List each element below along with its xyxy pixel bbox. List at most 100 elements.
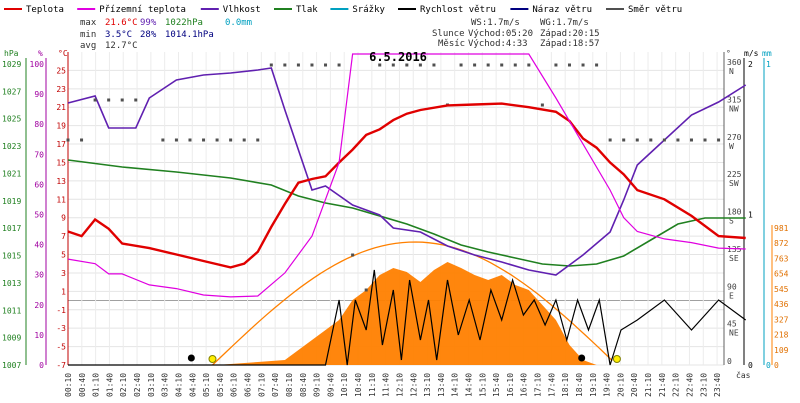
time-tick-label: 15:40 xyxy=(492,373,501,397)
time-tick-label: 23:40 xyxy=(713,373,722,397)
pressure-tick-label: 1023 xyxy=(2,142,21,151)
direction-point xyxy=(635,138,639,142)
wind-tick-label: 0 xyxy=(748,361,753,370)
time-tick-label: 06:10 xyxy=(230,373,239,397)
direction-tick-compass: E xyxy=(729,291,734,300)
pressure-line xyxy=(67,159,746,267)
pressure-tick-label: 1025 xyxy=(2,115,21,124)
time-tick-label: 15:10 xyxy=(478,373,487,397)
pressure-tick-label: 1015 xyxy=(2,252,21,261)
time-tick-label: 09:10 xyxy=(313,373,322,397)
time-tick-label: 18:10 xyxy=(561,373,570,397)
time-tick-label: 09:40 xyxy=(326,373,335,397)
direction-tick-compass: N xyxy=(729,67,734,76)
time-tick-label: 02:40 xyxy=(133,373,142,397)
time-tick-label: 00:40 xyxy=(78,373,87,397)
solar-tick-label: 327 xyxy=(774,315,789,324)
time-tick-label: 18:40 xyxy=(575,373,584,397)
sunrise-marker xyxy=(208,355,217,363)
rain-tick-label: 1 xyxy=(766,60,771,69)
direction-point xyxy=(296,63,300,67)
time-tick-label: 17:10 xyxy=(534,373,543,397)
time-tick-label: 08:40 xyxy=(299,373,308,397)
solar-tick-label: 654 xyxy=(774,270,789,279)
pressure-tick-label: 1011 xyxy=(2,306,21,315)
direction-point xyxy=(567,63,571,67)
direction-tick-label: 45 xyxy=(727,320,737,329)
direction-tick-compass: SE xyxy=(729,254,739,263)
pressure-tick-label: 1019 xyxy=(2,197,21,206)
time-tick-label: 17:40 xyxy=(547,373,556,397)
time-tick-label: 00:10 xyxy=(64,373,73,397)
direction-point xyxy=(473,63,477,67)
temp-tick-label: 7 xyxy=(61,232,66,241)
direction-point xyxy=(649,138,653,142)
direction-tick-label: 135 xyxy=(727,245,742,254)
direction-point xyxy=(337,63,341,67)
stats-min-hum: 28% xyxy=(140,30,157,40)
temp-tick-label: -5 xyxy=(56,343,66,352)
x-axis-label: čas xyxy=(736,370,751,380)
temp-tick-label: 25 xyxy=(56,66,66,75)
temp-tick-label: 1 xyxy=(61,287,66,296)
humidity-tick-label: 20 xyxy=(34,301,44,310)
direction-point xyxy=(500,63,504,67)
direction-point xyxy=(689,138,693,142)
legend-label: Přízemní teplota xyxy=(99,5,186,15)
solar-tick-label: 218 xyxy=(774,331,789,340)
direction-point xyxy=(717,138,721,142)
direction-point xyxy=(432,63,436,67)
stats-avg-label: avg xyxy=(80,41,96,51)
time-tick-label: 10:10 xyxy=(340,373,349,397)
humidity-tick-label: 30 xyxy=(34,271,44,280)
moon-label: Měsíc xyxy=(438,39,465,49)
direction-point xyxy=(310,63,314,67)
direction-point xyxy=(540,103,544,107)
direction-tick-label: 225 xyxy=(727,170,742,179)
direction-tick-compass: W xyxy=(729,142,734,151)
temp-tick-label: 19 xyxy=(56,122,66,131)
solar-tick-label: 0 xyxy=(774,361,779,370)
sun-label: Slunce xyxy=(432,29,465,39)
direction-tick-label: 180 xyxy=(727,208,742,217)
humidity-tick-label: 10 xyxy=(34,331,44,340)
time-tick-label: 01:40 xyxy=(105,373,114,397)
moon-set: Západ:18:57 xyxy=(540,39,600,49)
temp-tick-label: 3 xyxy=(61,269,66,278)
time-tick-label: 03:10 xyxy=(147,373,156,397)
stats-max-hum: 99% xyxy=(140,18,157,28)
time-tick-label: 06:40 xyxy=(244,373,253,397)
direction-unit: ° xyxy=(726,49,731,58)
time-tick-label: 12:40 xyxy=(409,373,418,397)
time-tick-label: 03:40 xyxy=(161,373,170,397)
sunset-marker xyxy=(612,355,621,363)
solar-tick-label: 109 xyxy=(774,346,789,355)
time-tick-label: 11:10 xyxy=(368,373,377,397)
direction-point xyxy=(229,138,233,142)
stats-min-temp: 3.5°C xyxy=(105,30,132,40)
humidity-tick-label: 80 xyxy=(34,120,44,129)
time-tick-label: 04:10 xyxy=(174,373,183,397)
legend-label: Náraz větru xyxy=(532,5,592,15)
direction-point xyxy=(595,63,599,67)
direction-point xyxy=(269,63,273,67)
pressure-tick-label: 1007 xyxy=(2,361,21,370)
solar-tick-label: 872 xyxy=(774,239,789,248)
humidity-tick-label: 50 xyxy=(34,211,44,220)
humidity-tick-label: 40 xyxy=(34,241,44,250)
legend-label: Vlhkost xyxy=(223,5,261,15)
temp-tick-label: -7 xyxy=(56,361,66,370)
pressure-tick-label: 1013 xyxy=(2,279,21,288)
direction-tick-label: 360 xyxy=(727,58,742,67)
time-tick-label: 22:10 xyxy=(672,373,681,397)
time-tick-label: 19:40 xyxy=(603,373,612,397)
direction-point xyxy=(161,138,165,142)
sun-curve xyxy=(212,241,613,366)
temp-tick-label: 23 xyxy=(56,85,66,94)
time-tick-label: 05:40 xyxy=(216,373,225,397)
time-tick-label: 23:10 xyxy=(699,373,708,397)
direction-point xyxy=(581,63,585,67)
direction-tick-compass: NE xyxy=(729,329,739,338)
temp-tick-label: 9 xyxy=(61,214,66,223)
